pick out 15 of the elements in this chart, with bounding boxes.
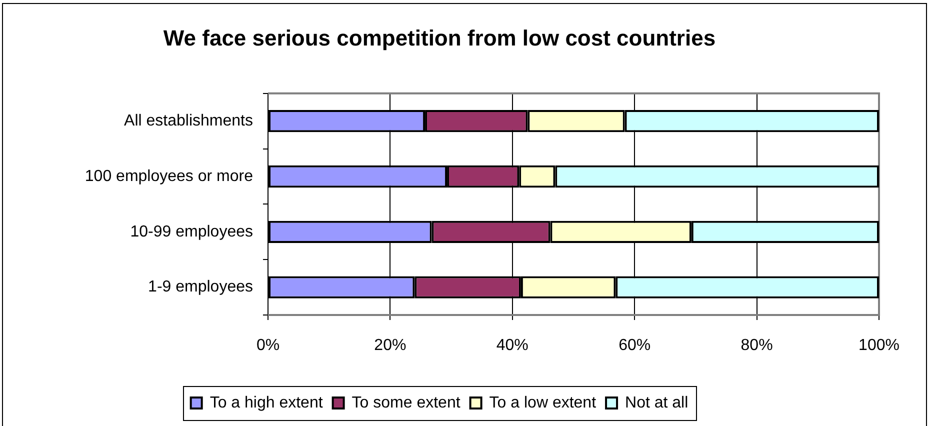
legend-label: To a low extent: [489, 394, 597, 412]
y-tick-label: 10-99 employees: [130, 223, 253, 240]
x-tick-label: 80%: [740, 337, 773, 354]
chart-title: We face serious competition from low cost countries: [163, 25, 716, 50]
x-tick-label: 100%: [858, 337, 900, 354]
y-tick-label: 100 employees or more: [84, 168, 254, 185]
x-tick-label: 20%: [374, 337, 406, 354]
legend-label: Not at all: [625, 394, 688, 412]
x-tick-label: 60%: [618, 337, 651, 354]
x-tick-label: 0%: [256, 337, 280, 354]
legend-label: To some extent: [352, 394, 461, 412]
y-tick-label: All establishments: [124, 112, 253, 130]
y-tick-label: 1-9 employees: [148, 278, 253, 296]
legend-label: To a high extent: [210, 394, 324, 412]
x-tick-label: 40%: [496, 337, 528, 354]
